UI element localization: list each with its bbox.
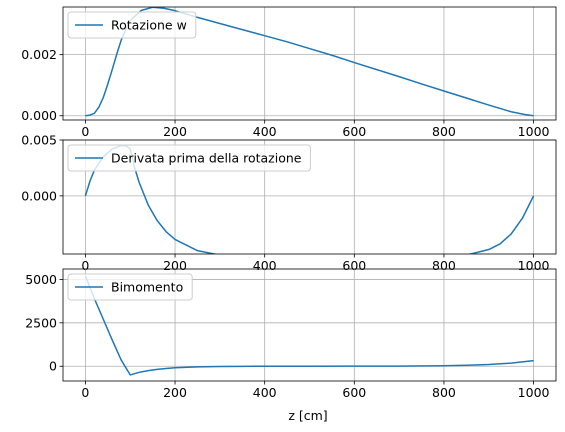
x-tick-label: 800 (432, 124, 456, 139)
legend: Bimomento (67, 273, 193, 301)
series-line (84, 275, 534, 376)
x-tick-label: 200 (163, 124, 187, 139)
x-tick-label: 0 (81, 385, 89, 400)
series-line (85, 7, 534, 117)
y-tick-label: 0.005 (21, 133, 57, 148)
chart-panels: 0 200 400 600 800 1000 0.000 0.002 Rotazione w 0 2… (21, 6, 557, 400)
x-axis-label: z [cm] (288, 408, 327, 423)
chart-panel-1: 0 200 400 600 800 1000 0.000 0.002 Rotazione w (21, 6, 557, 139)
legend-label: Rotazione w (111, 18, 187, 33)
x-tick-label: 600 (342, 124, 366, 139)
legend: Rotazione w (67, 11, 197, 39)
legend-label: Bimomento (111, 280, 183, 295)
x-tick-label: 400 (253, 124, 277, 139)
x-tick-label: 0 (81, 258, 89, 273)
axes-frame (62, 6, 557, 121)
x-tick-label: 400 (253, 385, 277, 400)
chart-panel-3: 0 200 400 600 800 1000 0 2500 5000 Bimomento (25, 268, 557, 400)
x-tick-label: 1000 (518, 124, 550, 139)
y-tick-label: 5000 (25, 272, 57, 287)
axes-frame (62, 139, 557, 255)
y-tick-label: 0.002 (21, 47, 57, 62)
legend-box (67, 11, 197, 39)
legend-label: Derivata prima della rotazione (111, 151, 302, 166)
x-tick-label: 600 (342, 385, 366, 400)
legend-box (67, 273, 193, 301)
y-tick-label: 0 (49, 359, 57, 374)
legend: Derivata prima della rotazione (67, 144, 311, 172)
y-tick-label: 0.000 (21, 108, 57, 123)
y-tick-label: 0.000 (21, 188, 57, 203)
x-tick-label: 0 (81, 124, 89, 139)
axes-frame (62, 268, 557, 382)
y-tick-label: 2500 (25, 315, 57, 330)
x-tick-label: 200 (163, 385, 187, 400)
x-tick-label: 1000 (518, 385, 550, 400)
x-tick-label: 800 (432, 385, 456, 400)
legend-box (67, 144, 311, 172)
